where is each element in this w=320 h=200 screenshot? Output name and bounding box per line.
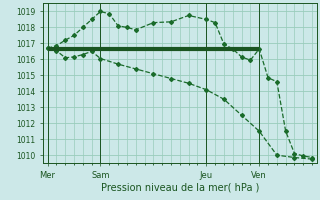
X-axis label: Pression niveau de la mer( hPa ): Pression niveau de la mer( hPa ): [101, 183, 259, 193]
